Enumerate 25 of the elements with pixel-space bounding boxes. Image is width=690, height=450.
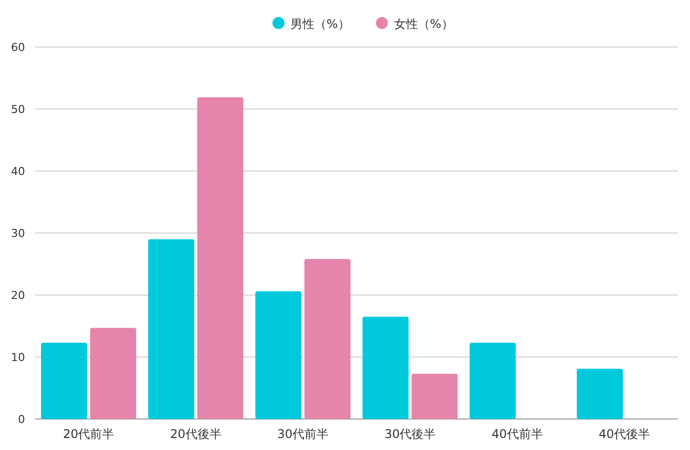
bar bbox=[90, 328, 136, 419]
y-tick-label: 50 bbox=[11, 103, 25, 116]
y-tick-label: 10 bbox=[11, 351, 25, 364]
x-tick-label: 30代後半 bbox=[384, 427, 436, 441]
x-tick-label: 40代前半 bbox=[492, 427, 543, 441]
bar bbox=[412, 374, 458, 419]
y-tick-label: 20 bbox=[11, 289, 25, 302]
y-tick-label: 40 bbox=[11, 165, 25, 178]
x-tick-label: 20代前半 bbox=[62, 427, 114, 441]
bar bbox=[197, 97, 244, 419]
bar bbox=[148, 239, 194, 419]
y-tick-label: 60 bbox=[11, 41, 25, 54]
bar bbox=[470, 342, 516, 419]
bar bbox=[41, 342, 88, 419]
y-tick-label: 0 bbox=[18, 413, 25, 426]
x-tick-label: 40代後半 bbox=[598, 427, 650, 441]
legend-label: 男性（%） bbox=[290, 17, 350, 31]
x-tick-label: 20代後半 bbox=[170, 427, 222, 441]
bar bbox=[362, 316, 409, 419]
bar bbox=[304, 259, 350, 419]
bar bbox=[255, 291, 302, 419]
y-tick-label: 30 bbox=[11, 227, 25, 240]
bar bbox=[576, 368, 623, 419]
legend-label: 女性（%） bbox=[394, 17, 454, 31]
x-tick-label: 30代前半 bbox=[277, 427, 329, 441]
